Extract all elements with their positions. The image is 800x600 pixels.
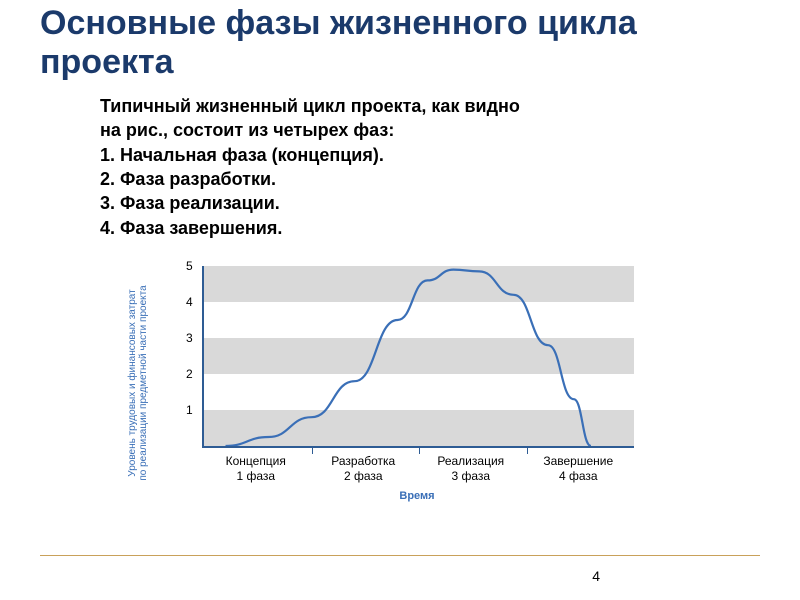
lifecycle-chart: Уровень трудовых и финансовых затрат по … [150, 258, 670, 508]
list-item: 1. Начальная фаза (концепция). [100, 143, 760, 167]
list-item: 3. Фаза реализации. [100, 191, 760, 215]
phase-label: Разработка2 фаза [331, 454, 395, 484]
list-item: 4. Фаза завершения. [100, 216, 760, 240]
plot-area: 12345 [202, 266, 634, 448]
list-item: 2. Фаза разработки. [100, 167, 760, 191]
slide: Основные фазы жизненного цикла проекта Т… [0, 4, 800, 600]
curve-svg [204, 266, 634, 446]
footer-rule [40, 555, 760, 556]
y-tick-label: 4 [186, 295, 193, 309]
y-tick-label: 2 [186, 367, 193, 381]
y-tick-label: 5 [186, 259, 193, 273]
y-tick-label: 3 [186, 331, 193, 345]
y-axis-label-line: по реализации предметной части проекта [138, 285, 149, 480]
y-tick-label: 1 [186, 403, 193, 417]
phase-label: Завершение4 фаза [543, 454, 613, 484]
intro-line: на рис., состоит из четырех фаз: [100, 118, 760, 142]
phase-label: Реализация3 фаза [437, 454, 504, 484]
intro-line: Типичный жизненный цикл проекта, как вид… [100, 94, 760, 118]
phase-label: Концепция1 фаза [226, 454, 286, 484]
y-axis-label: Уровень трудовых и финансовых затрат по … [127, 285, 149, 480]
body-text: Типичный жизненный цикл проекта, как вид… [100, 94, 760, 240]
phase-separator [312, 446, 313, 454]
lifecycle-curve [226, 270, 592, 446]
x-axis-label: Время [202, 490, 632, 502]
phase-separator [419, 446, 420, 454]
page-number: 4 [592, 568, 600, 584]
phase-separator [527, 446, 528, 454]
y-axis-label-line: Уровень трудовых и финансовых затрат [127, 289, 138, 476]
page-title: Основные фазы жизненного цикла проекта [40, 4, 760, 82]
